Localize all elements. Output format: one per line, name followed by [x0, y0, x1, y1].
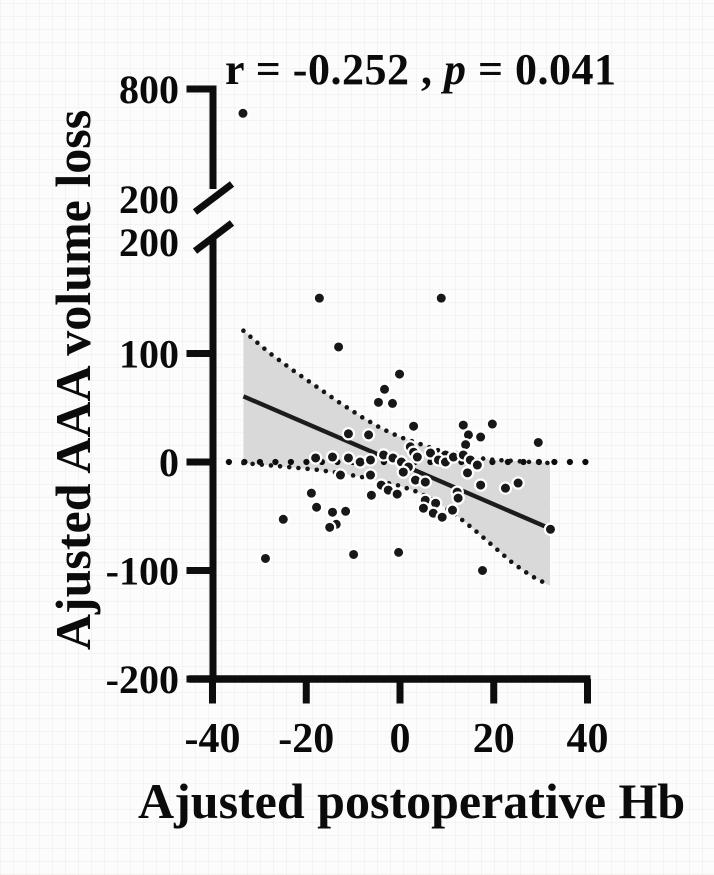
scatter-point [341, 451, 356, 465]
scatter-point [325, 450, 340, 464]
scatter-point [470, 458, 485, 472]
scatter-point [531, 435, 545, 450]
scatter-point [309, 500, 324, 514]
scatter-point [361, 428, 376, 442]
scatter-point [390, 487, 404, 501]
scatter-point [346, 547, 361, 562]
scatter-point [308, 451, 323, 465]
scatter-point [485, 417, 500, 431]
scatter-point [304, 486, 319, 500]
y-break-label-upper: 200 [119, 177, 179, 222]
scatter-point [460, 466, 475, 480]
scatter-point [322, 520, 337, 535]
scatter-point [331, 340, 346, 354]
scatter-point [511, 476, 525, 490]
y-break-label-lower: 200 [119, 220, 179, 265]
scatter-point [391, 545, 406, 560]
scatter-point [276, 512, 290, 526]
scatter-point [473, 430, 488, 444]
scatter-point [451, 491, 465, 505]
p-symbol-text: p [443, 45, 467, 94]
outlier-point [236, 106, 250, 121]
scatter-point [475, 563, 490, 578]
scatter-point [333, 468, 348, 482]
scatter-point [410, 450, 425, 464]
scatter-point [473, 478, 488, 492]
axis-break-slash-upper [192, 181, 235, 215]
x-tick-label: 20 [473, 716, 515, 762]
x-axis-label: Ajusted postoperative Hb [138, 773, 686, 829]
ci-lower-dotted-curve [241, 460, 553, 588]
scatter-point [377, 382, 392, 397]
scatter-point [435, 510, 449, 524]
scatter-point [258, 551, 273, 566]
y-axis-label: Ajusted AAA volume loss [45, 109, 101, 651]
x-tick-label: 0 [390, 716, 411, 762]
p-value-text: = 0.041 [466, 45, 617, 94]
scatter-point [406, 419, 421, 433]
scatter-point [312, 291, 327, 305]
scatter-point [363, 453, 378, 467]
scatter-point [418, 475, 433, 489]
scatter-point [385, 396, 400, 411]
scatter-point [392, 367, 407, 381]
scatter-point [341, 427, 356, 441]
scatter-point [371, 395, 386, 410]
correlation-r-text: r = -0.252 , [225, 45, 444, 94]
x-tick-label: -40 [185, 716, 241, 762]
scatter-point [498, 481, 513, 495]
scatter-point [364, 488, 379, 502]
x-tick-label: -20 [278, 716, 334, 762]
x-tick-label: 40 [567, 716, 609, 762]
chart-title: r = -0.252 , p = 0.041 [225, 44, 695, 95]
scatter-point [543, 522, 558, 536]
y-tick-label: -100 [106, 549, 179, 594]
y-tick-label-800: 800 [119, 67, 179, 112]
scatter-point [338, 504, 353, 518]
ci-upper-dotted-curve [241, 328, 553, 466]
scatter-point [363, 468, 378, 482]
scatter-point [396, 465, 410, 479]
scatter-point [434, 291, 448, 305]
scatter-point [325, 505, 340, 519]
y-tick-label: 100 [119, 332, 179, 377]
y-tick-label: 0 [159, 440, 179, 485]
scatter-point [445, 503, 460, 517]
y-tick-label: -200 [106, 657, 179, 702]
